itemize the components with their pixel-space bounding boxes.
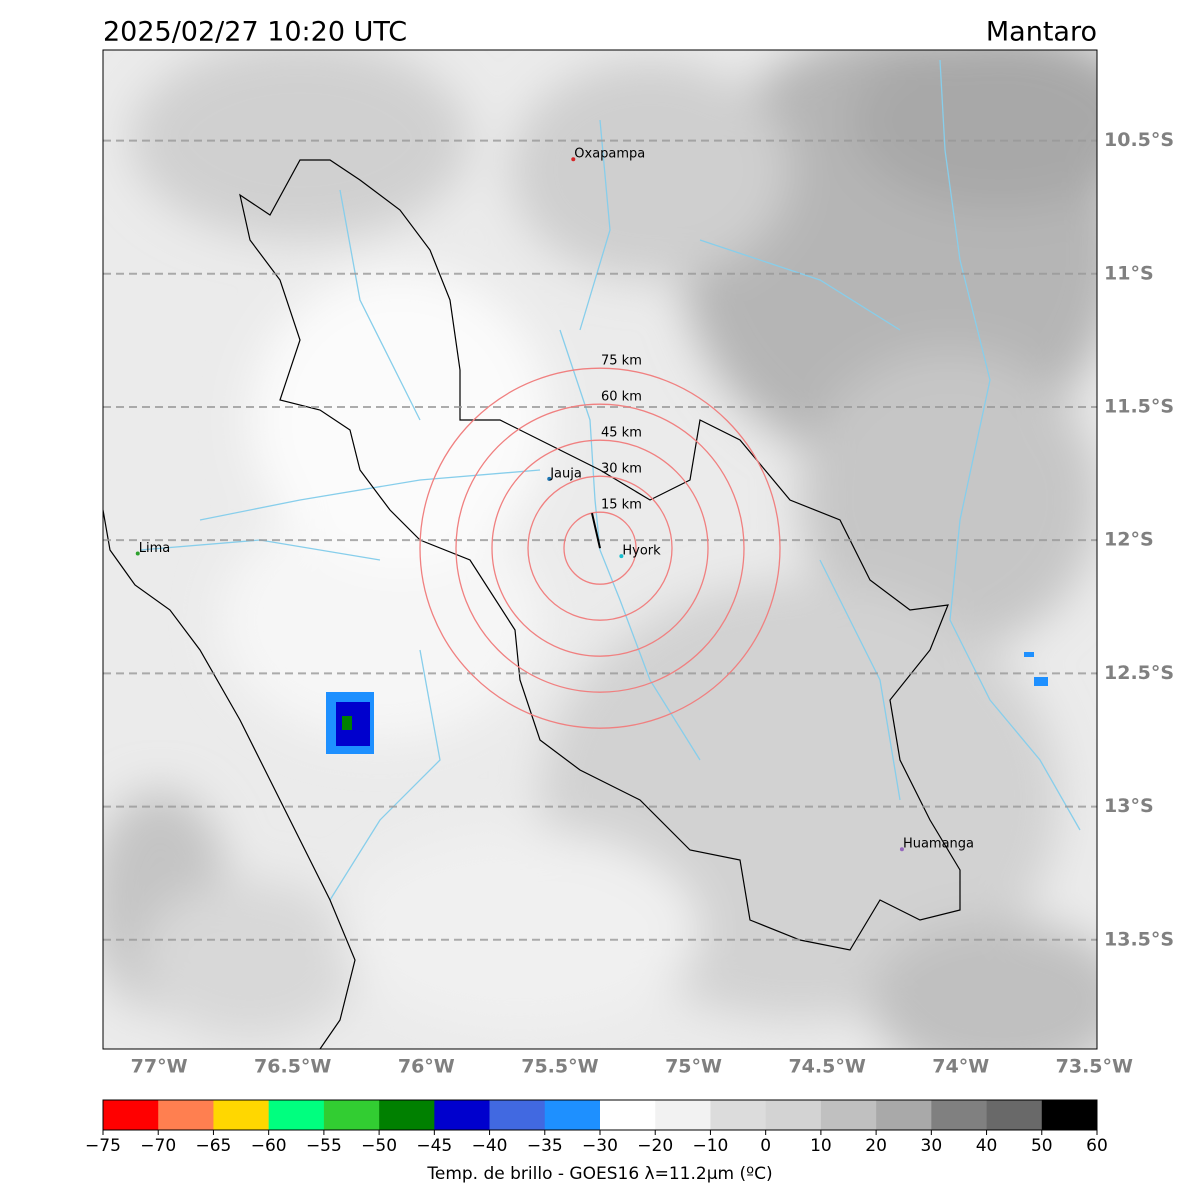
- convective-cell: [326, 652, 1048, 754]
- colorbar-tick-label: −20: [637, 1136, 673, 1156]
- range-ring: [455, 403, 745, 693]
- coastline: [103, 509, 356, 1049]
- lat-tick-label: 12°S: [1104, 529, 1154, 551]
- lon-tick-label: 73.5°W: [1056, 1056, 1133, 1078]
- city-marker: [135, 551, 140, 556]
- colorbar-tick-label: 50: [1031, 1136, 1053, 1156]
- range-ring: [419, 367, 781, 729]
- lon-tick-label: 74°W: [932, 1056, 989, 1078]
- map-frame: [102, 49, 1098, 1050]
- range-ring-label: 75 km: [601, 354, 642, 369]
- colorbar-tick-label: −75: [85, 1136, 121, 1156]
- city-label: Hyork: [622, 544, 661, 559]
- colorbar-tick-label: −65: [195, 1136, 231, 1156]
- track-segment: [591, 512, 601, 549]
- colorbar-tick-label: −35: [527, 1136, 563, 1156]
- colorbar-tick-label: −60: [251, 1136, 287, 1156]
- lon-tick-label: 75°W: [665, 1056, 722, 1078]
- colorbar-segment: [544, 1100, 601, 1130]
- colorbar-segment: [986, 1100, 1043, 1130]
- colorbar-segment: [600, 1100, 656, 1130]
- lat-tick-label: 12.5°S: [1104, 662, 1174, 684]
- lon-tick-label: 77°W: [131, 1056, 188, 1078]
- colorbar-segment: [655, 1100, 711, 1130]
- colorbar-tick-label: −30: [582, 1136, 618, 1156]
- range-ring: [491, 439, 709, 657]
- colorbar-segment: [876, 1100, 932, 1130]
- colorbar-tick-label: −10: [692, 1136, 728, 1156]
- colorbar-segment: [268, 1100, 325, 1130]
- region-name: Mantaro: [986, 17, 1097, 48]
- city-label: Jauja: [549, 466, 582, 481]
- rivers: [139, 59, 1081, 901]
- colorbar-segment: [103, 1100, 159, 1130]
- lat-tick-label: 11°S: [1104, 262, 1154, 284]
- lon-tick-label: 76.5°W: [254, 1056, 331, 1078]
- range-ring-label: 15 km: [601, 498, 642, 513]
- city-marker: [571, 157, 576, 162]
- colorbar-tick-label: −40: [472, 1136, 508, 1156]
- colorbar-tick-label: 60: [1086, 1136, 1108, 1156]
- city-label: Oxapampa: [574, 147, 645, 162]
- lon-tick-label: 74.5°W: [788, 1056, 865, 1078]
- colorbar-tick-label: −45: [416, 1136, 452, 1156]
- map-area: 15 km 30 km 45 km 60 km 75 km Oxapampa Jauja Hy…: [103, 50, 1097, 1049]
- lat-tick-label: 11.5°S: [1104, 395, 1174, 417]
- colorbar-tick-label: 40: [976, 1136, 998, 1156]
- range-ring: [527, 475, 673, 621]
- colorbar-tick-label: −70: [140, 1136, 176, 1156]
- colorbar-segment: [931, 1100, 987, 1130]
- lat-tick-label: 13.5°S: [1104, 928, 1174, 950]
- colorbar-tick-label: 20: [865, 1136, 887, 1156]
- colorbar-tick-label: 30: [921, 1136, 943, 1156]
- cloud-field: [103, 50, 1097, 1049]
- colorbar-segment: [213, 1100, 269, 1130]
- colorbar-segment: [434, 1100, 490, 1130]
- range-ring-label: 60 km: [601, 390, 642, 405]
- colorbar-segment: [820, 1100, 877, 1130]
- colorbar-segment: [379, 1100, 435, 1130]
- colorbar-segment: [323, 1100, 380, 1130]
- city-marker: [547, 476, 552, 481]
- overlay: 15 km 30 km 45 km 60 km 75 km Oxapampa Jauja Hy…: [103, 139, 1097, 941]
- lat-tick-label: 10.5°S: [1104, 129, 1174, 151]
- colorbar-tick-label: 10: [810, 1136, 832, 1156]
- lon-tick-label: 76°W: [398, 1056, 455, 1078]
- colorbar-label: Temp. de brillo - GOES16 λ=11.2μm (ºC): [426, 1164, 772, 1184]
- range-ring-label: 30 km: [601, 462, 642, 477]
- range-ring-label: 45 km: [601, 426, 642, 441]
- city-marker: [899, 847, 904, 852]
- colorbar-segment: [1041, 1100, 1098, 1130]
- colorbar-segment: [710, 1100, 766, 1130]
- basin-outline: [239, 159, 961, 951]
- colorbar-segment: [765, 1100, 822, 1130]
- city-label: Lima: [139, 541, 170, 556]
- colorbar-segment: [489, 1100, 546, 1130]
- lat-tick-label: 13°S: [1104, 795, 1154, 817]
- colorbar-tick-label: 0: [760, 1136, 771, 1156]
- city-marker: [619, 554, 624, 559]
- city-label: Huamanga: [903, 837, 974, 852]
- title: 2025/02/27 10:20 UTC: [103, 17, 407, 48]
- colorbar-segment: [158, 1100, 214, 1130]
- colorbar-tick-label: −50: [361, 1136, 397, 1156]
- range-ring: [563, 511, 637, 585]
- colorbar-tick-label: −55: [306, 1136, 342, 1156]
- lon-tick-label: 75.5°W: [521, 1056, 598, 1078]
- axes-and-colorbar: 10.5°S 11°S 11.5°S 12°S 12.5°S 13°S 13.5°S 77°W…: [85, 129, 1174, 1184]
